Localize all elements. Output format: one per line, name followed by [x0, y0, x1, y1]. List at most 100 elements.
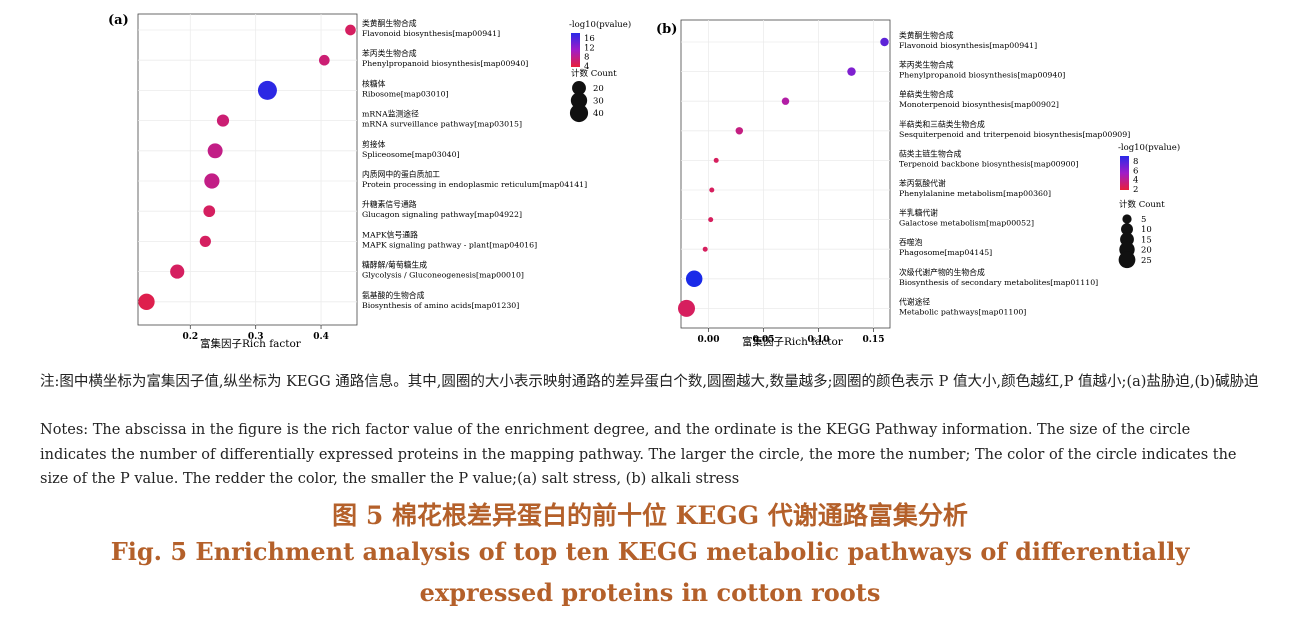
- color-legend-tick: 12: [584, 43, 595, 53]
- x-tick-label: 0.15: [863, 335, 885, 345]
- data-point: [318, 54, 330, 66]
- notes-english: Notes: The abscissa in the figure is the…: [40, 422, 1237, 487]
- pathway-label-zh: 苯丙类生物合成: [362, 48, 417, 58]
- pathway-label-zh: 类黄酮生物合成: [362, 18, 417, 28]
- color-legend-bar: [1120, 156, 1129, 190]
- size-legend-value: 10: [1141, 225, 1152, 235]
- data-point: [199, 235, 211, 248]
- panel-label: (a): [108, 13, 129, 28]
- pathway-label-zh: 内质网中的蛋白质加工: [362, 169, 440, 179]
- color-legend-tick: 8: [1133, 157, 1138, 167]
- pathway-label-en: Metabolic pathways[map01100]: [899, 307, 1026, 316]
- data-point: [880, 37, 889, 47]
- caption-english-line1: Fig. 5 Enrichment analysis of top ten KE…: [110, 537, 1190, 566]
- pathway-label-zh: 苯丙氨酸代谢: [899, 178, 946, 188]
- data-point: [709, 187, 715, 193]
- data-point: [735, 127, 744, 135]
- size-legend-value: 5: [1141, 215, 1146, 225]
- data-point: [170, 264, 185, 279]
- pathway-label-zh: 核糖体: [362, 78, 386, 88]
- data-point: [138, 293, 155, 310]
- pathway-label-en: Terpenoid backbone biosynthesis[map00900…: [899, 159, 1079, 168]
- pathway-label-zh: 半乳糖代谢: [899, 208, 938, 218]
- pathway-label-zh: 代谢途径: [899, 296, 930, 306]
- x-axis-label: 富集因子Rich factor: [200, 337, 302, 350]
- pathway-label-en: Ribosome[map03010]: [362, 89, 449, 98]
- pathway-label-zh: 糖酵解/葡萄糖生成: [362, 260, 427, 270]
- pathway-label-en: Protein processing in endoplasmic reticu…: [362, 180, 587, 189]
- x-tick-label: 0.10: [808, 335, 830, 345]
- color-legend-title: -log10(pvalue): [1118, 142, 1180, 153]
- data-point: [678, 299, 695, 317]
- data-point: [207, 143, 223, 159]
- pathway-label-en: Glucagon signaling pathway[map04922]: [362, 210, 522, 219]
- x-tick-label: 0.2: [182, 332, 198, 342]
- caption-english-line2: expressed proteins in cotton roots: [419, 578, 881, 607]
- color-legend-tick: 2: [1133, 185, 1138, 195]
- data-point: [345, 24, 356, 36]
- size-legend-value: 20: [1141, 246, 1152, 256]
- pathway-label-zh: 氨基酸的生物合成: [362, 290, 425, 300]
- color-legend-tick: 4: [584, 62, 589, 72]
- x-axis-label: 富集因子Rich factor: [742, 335, 844, 348]
- size-legend-value: 15: [1141, 235, 1152, 245]
- pathway-label-en: Glycolysis / Gluconeogenesis[map00010]: [362, 271, 524, 280]
- size-legend-value: 30: [593, 97, 604, 107]
- size-legend-title: 计数 Count: [1119, 199, 1165, 210]
- pathway-label-zh: 剪接体: [362, 139, 386, 149]
- color-legend-tick: 6: [1133, 166, 1138, 176]
- pathway-label-en: Monoterpenoid biosynthesis[map00902]: [899, 100, 1059, 109]
- data-point: [702, 246, 708, 252]
- pathway-label-zh: 次级代谢产物的生物合成: [899, 267, 985, 277]
- color-legend-tick: 4: [1133, 176, 1138, 186]
- caption-chinese: 图 5 棉花根差异蛋白的前十位 KEGG 代谢通路富集分析: [332, 501, 968, 530]
- pathway-label-en: Biosynthesis of secondary metabolites[ma…: [899, 278, 1098, 287]
- pathway-label-zh: MAPK信号通路: [362, 229, 418, 239]
- panel-label: (b): [656, 22, 677, 37]
- data-point: [203, 205, 216, 218]
- pathway-label-zh: 单萜类生物合成: [899, 89, 954, 99]
- pathway-label-en: Biosynthesis of amino acids[map01230]: [362, 301, 519, 310]
- pathway-label-en: Flavonoid biosynthesis[map00941]: [362, 29, 500, 38]
- x-tick-label: 0.3: [248, 332, 264, 342]
- pathway-label-en: Phagosome[map04145]: [899, 248, 992, 257]
- size-legend-dot: [570, 92, 588, 109]
- pathway-label-zh: 萜类主链生物合成: [899, 148, 962, 158]
- size-legend-value: 40: [593, 109, 604, 119]
- size-legend-value: 25: [1141, 256, 1152, 266]
- size-legend-dot: [1118, 251, 1136, 269]
- size-legend-dot: [572, 81, 586, 95]
- size-legend-dot: [1122, 214, 1132, 224]
- data-point: [713, 157, 719, 163]
- pathway-label-en: Galactose metabolism[map00052]: [899, 219, 1034, 228]
- pathway-label-zh: 升糖素信号通路: [362, 199, 417, 209]
- pathway-label-en: Phenylpropanoid biosynthesis[map00940]: [362, 59, 528, 68]
- pathway-label-zh: mRNA监测途径: [362, 109, 419, 119]
- pathway-label-en: Flavonoid biosynthesis[map00941]: [899, 41, 1037, 50]
- pathway-label-en: Spliceosome[map03040]: [362, 150, 460, 159]
- data-point: [847, 67, 856, 76]
- pathway-label-en: Phenylalanine metabolism[map00360]: [899, 189, 1051, 198]
- pathway-label-zh: 苯丙类生物合成: [899, 60, 954, 70]
- size-legend-title: 计数 Count: [571, 68, 617, 79]
- plot-frame: [680, 19, 891, 329]
- data-point: [708, 217, 714, 223]
- pathway-label-en: MAPK signaling pathway - plant[map04016]: [362, 240, 537, 249]
- x-tick-label: 0.4: [313, 332, 329, 342]
- x-tick-label: 0.00: [698, 335, 720, 345]
- pathway-label-en: mRNA surveillance pathway[map03015]: [362, 120, 522, 129]
- notes-chinese: 注:图中横坐标为富集因子值,纵坐标为 KEGG 通路信息。其中,圆圈的大小表示映…: [40, 374, 1259, 390]
- pathway-label-zh: 半萜类和三萜类生物合成: [899, 119, 985, 129]
- pathway-label-en: Phenylpropanoid biosynthesis[map00940]: [899, 71, 1065, 80]
- size-legend-dot: [1121, 223, 1133, 236]
- pathway-label-en: Sesquiterpenoid and triterpenoid biosynt…: [899, 130, 1130, 139]
- data-point: [216, 114, 230, 127]
- data-point: [257, 80, 277, 100]
- x-tick-label: 0.05: [753, 335, 775, 345]
- data-point: [204, 173, 220, 189]
- data-point: [781, 97, 790, 105]
- size-legend-value: 20: [593, 84, 604, 94]
- pathway-label-zh: 类黄酮生物合成: [899, 30, 954, 40]
- pathway-label-zh: 吞噬泡: [899, 237, 923, 247]
